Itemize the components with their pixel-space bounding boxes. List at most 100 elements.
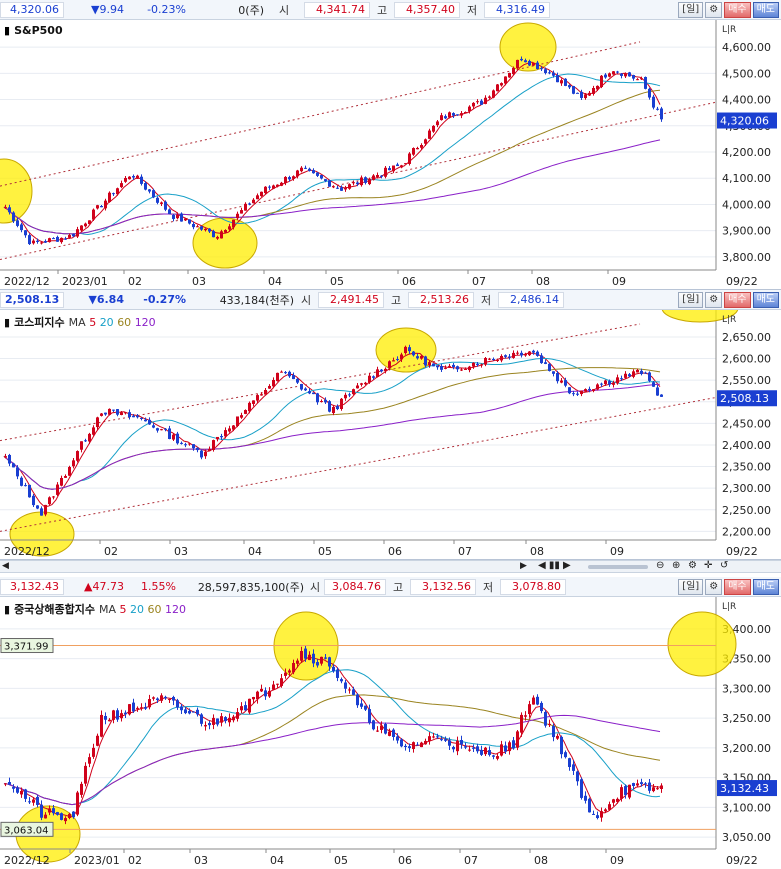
candle-body <box>180 213 183 222</box>
candle-body <box>648 88 651 98</box>
zoom-slider[interactable] <box>588 565 648 569</box>
candle-body <box>252 400 255 404</box>
sp500-pct: -0.23% <box>147 3 186 16</box>
candle-body <box>516 352 519 354</box>
candle-body <box>424 740 427 745</box>
y-tick-label: 3,350.00 <box>722 653 771 666</box>
candle-body <box>500 355 503 361</box>
chart-scrollbar[interactable]: ◀ ▶ ◀ ▮▮ ▶ ⊖ ⊕ ⚙ ✛ ↺ <box>0 560 781 573</box>
candle-body <box>620 73 623 76</box>
candle-body <box>284 672 287 676</box>
zoom-in-icon[interactable]: ⊕ <box>672 560 681 571</box>
candle-body <box>44 241 47 243</box>
open-label: 시 <box>310 580 321 594</box>
candle-body <box>344 187 347 190</box>
buy-button[interactable]: 매수 <box>724 579 751 595</box>
axis-mode-label: L|R <box>722 602 736 612</box>
shanghai-low: 3,078.80 <box>500 578 566 595</box>
candle-body <box>428 362 431 366</box>
buy-button[interactable]: 매수 <box>724 2 751 18</box>
playback-controls[interactable]: ◀ ▮▮ ▶ <box>538 560 571 571</box>
settings-button[interactable]: ⚙ <box>705 292 723 308</box>
candle-body <box>404 346 407 354</box>
y-tick-label: 2,200.00 <box>722 525 771 538</box>
candle-body <box>264 690 267 697</box>
period-button[interactable]: [일] <box>678 292 704 308</box>
candle-body <box>148 699 151 708</box>
settings-icon[interactable]: ⚙ <box>688 560 697 571</box>
kospi-chart[interactable]: 2,650.002,600.002,550.002,500.002,450.00… <box>0 293 781 560</box>
candle-body <box>480 749 483 755</box>
candle-body <box>44 504 47 515</box>
zoom-out-icon[interactable]: ⊖ <box>656 560 665 571</box>
candle-body <box>36 796 39 805</box>
candle-body <box>52 808 55 814</box>
candle-body <box>276 372 279 382</box>
sp500-volume: 0(주) <box>238 3 264 17</box>
candle-body <box>548 363 551 372</box>
candle-body <box>388 168 391 171</box>
candle-body <box>592 88 595 94</box>
y-tick-label: 4,000.00 <box>722 198 771 211</box>
price-tag-label: 2,508.13 <box>720 392 769 405</box>
candle-body <box>152 190 155 198</box>
candle-body <box>300 651 303 661</box>
candle-body <box>236 416 239 427</box>
candle-body <box>524 353 527 356</box>
candle-body <box>508 356 511 358</box>
candle-body <box>40 508 43 516</box>
sell-button[interactable]: 매도 <box>752 2 779 18</box>
candle-body <box>536 62 539 70</box>
reset-icon[interactable]: ↺ <box>720 560 729 571</box>
shanghai-volume: 28,597,835,100(주) <box>197 580 304 594</box>
shanghai-title: 중국상해종합지수 <box>14 603 96 616</box>
shanghai-chart[interactable]: 3,400.003,350.003,300.003,250.003,200.00… <box>0 597 781 869</box>
x-tick-label: 2022/12 <box>4 545 50 558</box>
candle-body <box>56 484 59 495</box>
candle-body <box>324 657 327 659</box>
settings-button[interactable]: ⚙ <box>705 2 723 18</box>
candle-body <box>564 380 567 386</box>
sell-button[interactable]: 매도 <box>752 579 779 595</box>
candle-body <box>500 83 503 86</box>
candle-body <box>624 786 627 795</box>
candle-body <box>536 351 539 356</box>
candle-body <box>436 365 439 368</box>
candle-body <box>276 683 279 685</box>
ma-legend-5: 5 <box>89 315 100 329</box>
candle-body <box>444 116 447 119</box>
candle-body <box>32 495 35 506</box>
settings-button[interactable]: ⚙ <box>705 579 723 595</box>
sp500-chart[interactable]: 4,600.004,500.004,400.004,300.004,200.00… <box>0 20 781 290</box>
candle-body <box>184 218 187 221</box>
crosshair-icon[interactable]: ✛ <box>704 560 713 571</box>
sell-button[interactable]: 매도 <box>752 292 779 308</box>
x-tick-label: 06 <box>398 854 412 867</box>
candle-body <box>308 654 311 661</box>
candle-body <box>104 412 107 415</box>
level-tag-box <box>0 638 54 654</box>
candle-body <box>288 670 291 673</box>
y-tick-label: 4,100.00 <box>722 172 771 185</box>
low-label: 저 <box>466 3 478 17</box>
x-tick-label: 06 <box>388 545 402 558</box>
period-button[interactable]: [일] <box>678 579 704 595</box>
scroll-right-icon[interactable]: ▶ <box>520 561 527 571</box>
candle-body <box>64 238 67 240</box>
y-tick-label: 4,600.00 <box>722 41 771 54</box>
candle-body <box>88 757 91 764</box>
candle-body <box>440 739 443 741</box>
candle-body <box>512 68 515 75</box>
candle-body <box>140 707 143 709</box>
scroll-left-icon[interactable]: ◀ <box>2 561 9 571</box>
period-button[interactable]: [일] <box>678 2 704 18</box>
candle-body <box>188 219 191 224</box>
candle-body <box>324 399 327 403</box>
candle-body <box>192 711 195 713</box>
candle-body <box>380 725 383 730</box>
buy-button[interactable]: 매수 <box>724 292 751 308</box>
ma120-line <box>3 139 661 235</box>
candle-body <box>648 782 651 791</box>
level-tag-box <box>0 821 54 837</box>
candle-body <box>476 746 479 752</box>
